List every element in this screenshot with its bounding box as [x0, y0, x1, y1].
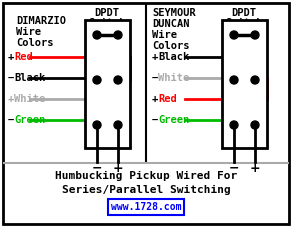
Text: DPDT: DPDT: [232, 8, 256, 18]
Text: DIMARZIO: DIMARZIO: [16, 16, 66, 26]
Circle shape: [251, 76, 259, 84]
Text: White: White: [158, 73, 189, 83]
Text: −: −: [152, 73, 158, 83]
Circle shape: [251, 31, 259, 39]
Circle shape: [251, 121, 259, 129]
Text: SEYMOUR: SEYMOUR: [152, 8, 196, 18]
Text: +: +: [8, 94, 14, 104]
Text: −: −: [152, 115, 158, 125]
Text: −: −: [229, 161, 239, 175]
Text: +: +: [152, 52, 158, 62]
Text: Green: Green: [14, 115, 45, 125]
Circle shape: [93, 31, 101, 39]
Text: Switch: Switch: [88, 18, 126, 28]
Bar: [222, 20, 267, 148]
Text: Colors: Colors: [16, 38, 53, 48]
Circle shape: [230, 76, 238, 84]
Text: −: −: [8, 73, 14, 83]
Bar: [85, 20, 130, 148]
Circle shape: [114, 31, 122, 39]
Text: Wire: Wire: [16, 27, 41, 37]
Text: Colors: Colors: [152, 41, 190, 51]
Text: Black: Black: [14, 73, 45, 83]
Text: Red: Red: [14, 52, 33, 62]
Text: DUNCAN: DUNCAN: [152, 19, 190, 29]
Text: Switch: Switch: [225, 18, 263, 28]
Text: +: +: [152, 94, 158, 104]
Circle shape: [114, 121, 122, 129]
Circle shape: [230, 121, 238, 129]
Circle shape: [230, 31, 238, 39]
Text: Humbucking Pickup Wired For: Humbucking Pickup Wired For: [55, 171, 237, 181]
Circle shape: [93, 76, 101, 84]
Text: −: −: [92, 161, 102, 175]
Text: +: +: [113, 161, 123, 175]
Text: +: +: [8, 52, 14, 62]
Text: Red: Red: [158, 94, 177, 104]
Text: Black: Black: [158, 52, 189, 62]
Text: White: White: [14, 94, 45, 104]
Text: Wire: Wire: [152, 30, 177, 40]
Text: −: −: [8, 115, 14, 125]
Text: DPDT: DPDT: [95, 8, 119, 18]
Circle shape: [93, 121, 101, 129]
Text: www.1728.com: www.1728.com: [111, 202, 181, 212]
Text: Series/Parallel Switching: Series/Parallel Switching: [62, 185, 230, 195]
Text: +: +: [250, 161, 260, 175]
Text: Green: Green: [158, 115, 189, 125]
Circle shape: [114, 76, 122, 84]
